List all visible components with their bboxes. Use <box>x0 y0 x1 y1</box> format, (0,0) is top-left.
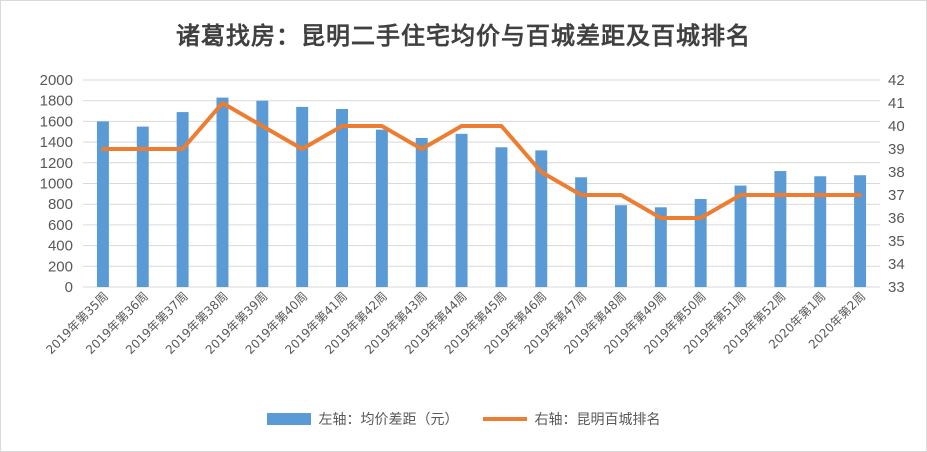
left-axis-tick-label: 0 <box>65 279 73 296</box>
left-axis-tick-label: 2000 <box>40 72 73 89</box>
bar <box>654 207 667 287</box>
right-axis-tick-label: 37 <box>888 187 905 204</box>
bar <box>734 185 747 287</box>
legend-bar-swatch <box>266 413 311 425</box>
bar <box>535 150 548 287</box>
left-axis-tick-label: 1800 <box>40 93 73 110</box>
bar <box>256 100 269 287</box>
right-axis-tick-label: 40 <box>888 118 905 135</box>
right-axis-tick-label: 33 <box>888 279 905 296</box>
legend-bar-label: 左轴：均价差距（元） <box>318 412 459 428</box>
rank-line <box>100 101 863 220</box>
bar <box>774 171 787 287</box>
right-axis-tick-label: 38 <box>888 164 905 181</box>
bar <box>814 176 827 287</box>
bar <box>375 129 388 287</box>
bar <box>96 121 109 288</box>
bar <box>216 97 229 287</box>
chart-legend: 左轴：均价差距（元） 右轴：昆明百城排名 <box>0 409 927 429</box>
bar <box>136 126 149 287</box>
right-axis-tick-label: 35 <box>888 233 905 250</box>
bar <box>575 177 588 287</box>
left-axis-tick-label: 1000 <box>40 176 73 193</box>
bar <box>176 112 189 288</box>
left-axis-tick-label: 1600 <box>40 113 73 130</box>
left-axis-tick-label: 800 <box>48 196 73 213</box>
left-axis-tick-label: 1400 <box>40 134 73 151</box>
left-axis-tick-label: 400 <box>48 238 73 255</box>
legend-item-line: 右轴：昆明百城排名 <box>482 409 661 429</box>
left-axis-tick-label: 600 <box>48 217 73 234</box>
chart-title: 诸葛找房：昆明二手住宅均价与百城差距及百城排名 <box>176 21 751 50</box>
bar <box>415 137 428 287</box>
bar <box>336 108 349 287</box>
bar <box>296 106 309 287</box>
right-axis-tick-label: 39 <box>888 141 905 158</box>
legend-line-swatch <box>482 417 527 421</box>
right-axis-tick-label: 41 <box>888 95 905 112</box>
right-axis-tick-label: 36 <box>888 210 905 227</box>
right-axis-tick-label: 42 <box>888 72 905 89</box>
bar <box>854 175 867 287</box>
bar <box>614 205 627 287</box>
bar <box>495 147 508 287</box>
left-axis-tick-label: 1200 <box>40 155 73 172</box>
legend-line-label: 右轴：昆明百城排名 <box>534 412 661 428</box>
right-axis-tick-label: 34 <box>888 256 905 273</box>
bar <box>694 199 707 287</box>
legend-item-bar: 左轴：均价差距（元） <box>266 409 459 429</box>
left-axis-tick-label: 200 <box>48 258 73 275</box>
bar <box>455 133 468 287</box>
